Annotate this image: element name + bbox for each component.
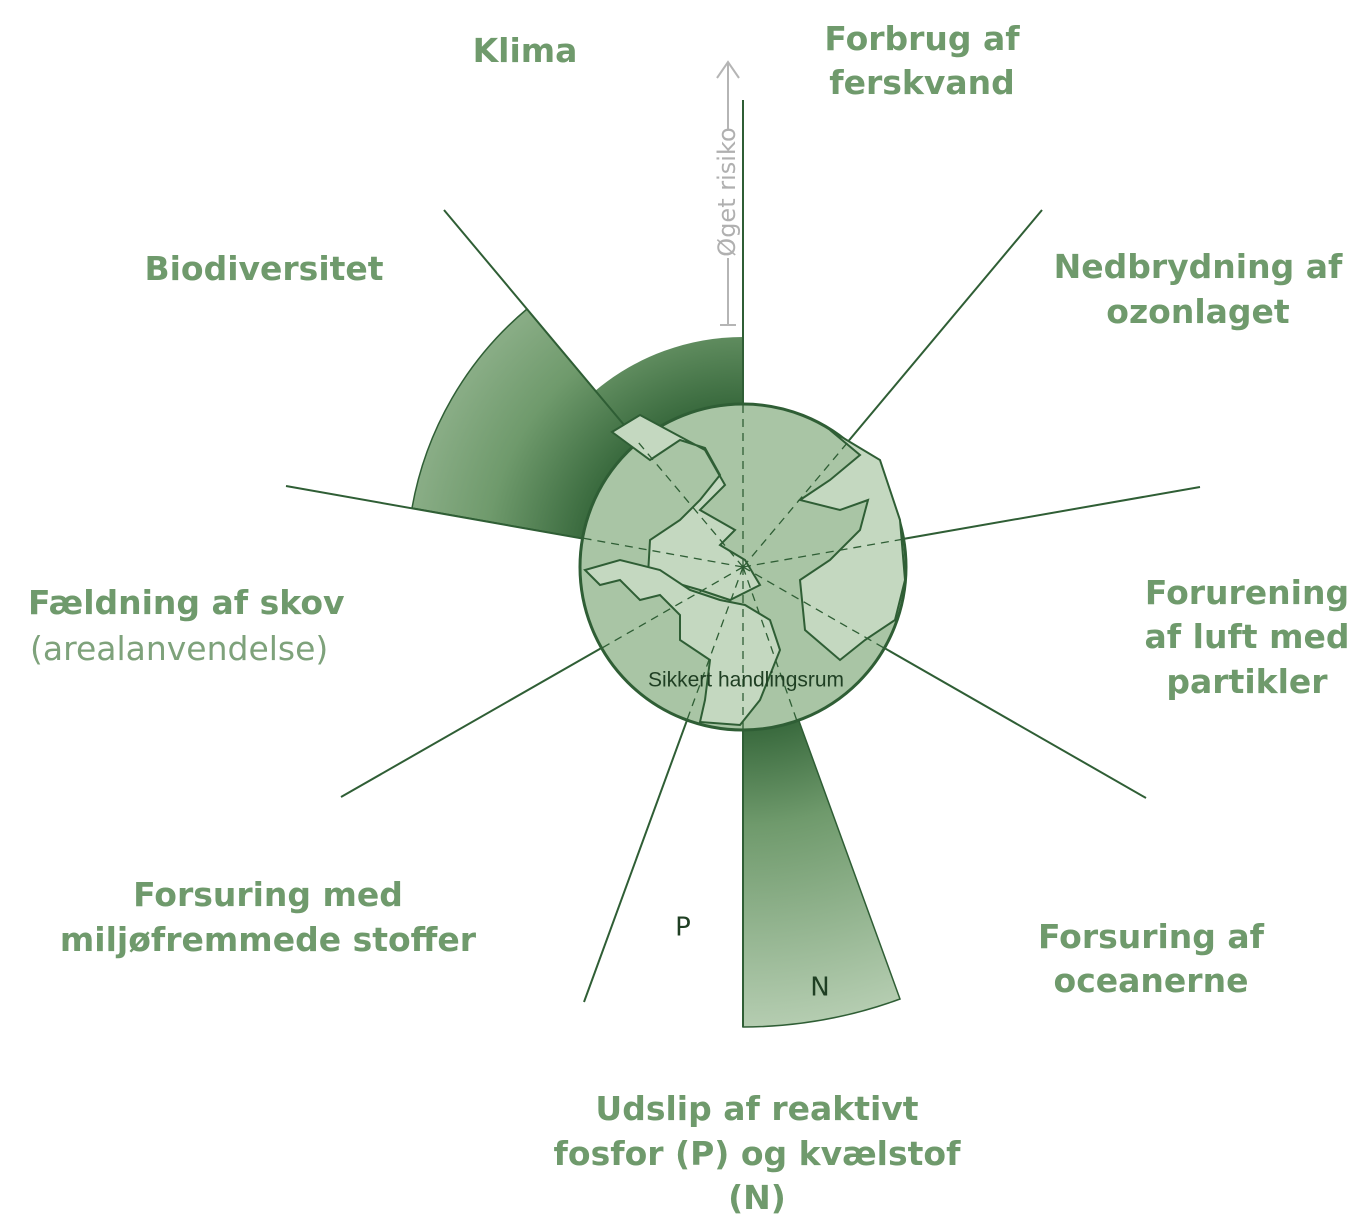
boundary-label: Nedbrydning af ozonlaget bbox=[1054, 247, 1343, 331]
safe-space-label: Sikkert handlingsrum bbox=[648, 669, 844, 692]
risk-axis-label: Øget risiko bbox=[713, 127, 741, 256]
boundary-label: Forbrug af ferskvand bbox=[824, 19, 1020, 102]
boundary-label: Forsuring af oceanerne bbox=[1038, 917, 1265, 1000]
boundary-label: Forsuring med miljøfremmede stoffer bbox=[60, 875, 477, 959]
boundary-label: Forurening af luft med partikler bbox=[1145, 573, 1350, 701]
phosphorus-label: P bbox=[675, 913, 691, 943]
boundary-label: Klima bbox=[473, 31, 578, 70]
boundary-label: Udslip af reaktivt fosfor (P) og kvælstof… bbox=[554, 1089, 962, 1217]
boundary-note: (arealanvendelse) bbox=[30, 629, 328, 668]
risk-axis bbox=[716, 60, 740, 326]
continents bbox=[583, 413, 907, 727]
boundary-label: Biodiversitet bbox=[144, 249, 383, 288]
boundary-label: Fældning af skov bbox=[28, 583, 345, 622]
nitrogen-label: N bbox=[810, 973, 829, 1003]
